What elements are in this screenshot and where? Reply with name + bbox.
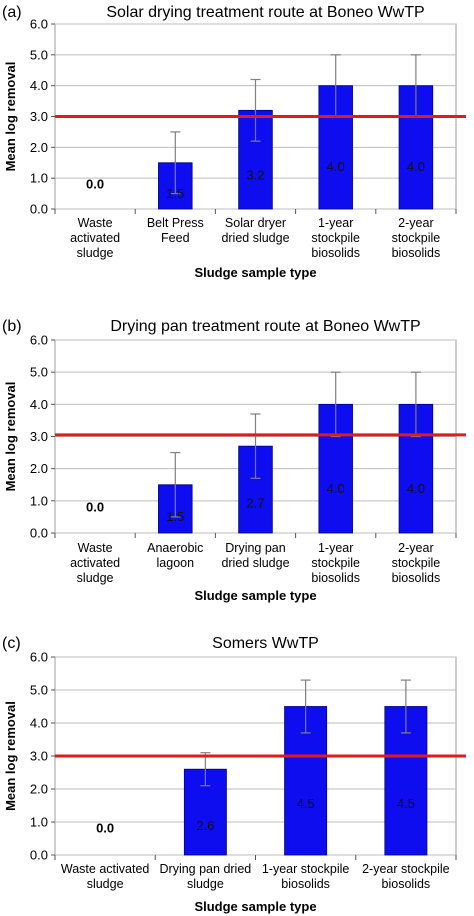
x-category-label-3: Drying pan dried sludge [221, 541, 289, 570]
x-category-label-1: Waste activated sludge [70, 216, 120, 260]
x-category-line: biosolids [311, 571, 360, 585]
chart-panel-1: (a) Solar drying treatment route at Boneo… [2, 4, 466, 280]
x-category-line: dried sludge [221, 231, 289, 245]
x-category-label-4: 2-year stockpile biosolids [362, 862, 450, 891]
y-tick-label: 4.0 [30, 397, 48, 412]
data-label-1: 0.0 [96, 821, 114, 836]
y-tick-label: 2.0 [30, 140, 48, 155]
x-category-line: Waste [78, 216, 113, 230]
data-label-4: 4.0 [327, 159, 345, 174]
chart-panel-2: (b) Drying pan treatment route at Boneo W… [2, 318, 466, 603]
panel-label: (b) [2, 318, 22, 335]
x-category-line: biosolids [392, 246, 441, 260]
chart-panel-3: (c) Somers WwTP 0.0 1.0 2.0 3.0 4.0 5.0 6.0 0.0 2.… [2, 635, 466, 914]
x-category-line: biosolids [281, 877, 330, 891]
x-category-line: Belt Press [147, 216, 204, 230]
x-category-line: stockpile [392, 556, 441, 570]
y-tick-label: 1.0 [30, 493, 48, 508]
data-label-5: 4.0 [407, 159, 425, 174]
y-tick-label: 3.0 [30, 109, 48, 124]
x-category-label-4: 1-year stockpile biosolids [311, 216, 360, 260]
x-category-label-5: 2-year stockpile biosolids [392, 216, 441, 260]
x-category-label-2: Drying pan dried sludge [160, 862, 252, 891]
data-label-1: 0.0 [86, 176, 104, 191]
x-category-line: 1-year [318, 541, 353, 555]
x-category-line: stockpile [392, 231, 441, 245]
chart-title: Drying pan treatment route at Boneo WwTP [110, 318, 420, 335]
x-category-line: 1-year stockpile [262, 862, 350, 876]
panel-label: (a) [2, 4, 22, 21]
x-axis-label: Sludge sample type [194, 265, 316, 280]
x-category-line: Waste [78, 541, 113, 555]
x-category-line: lagoon [157, 556, 195, 570]
y-tick-label: 2.0 [30, 782, 48, 797]
x-category-line: biosolids [311, 246, 360, 260]
data-label-2: 1.5 [166, 186, 184, 201]
x-category-label-1: Waste activated sludge [70, 541, 120, 585]
x-axis-label: Sludge sample type [194, 899, 316, 914]
x-category-line: Drying pan [225, 541, 285, 555]
y-tick-label: 6.0 [30, 17, 48, 32]
chart-title: Somers WwTP [212, 635, 319, 652]
y-tick-label: 6.0 [30, 333, 48, 348]
y-tick-label: 5.0 [30, 683, 48, 698]
x-category-line: dried sludge [221, 556, 289, 570]
y-axis-label: Mean log removal [3, 62, 18, 172]
y-tick-label: 0.0 [30, 848, 48, 863]
x-category-line: sludge [187, 877, 224, 891]
x-category-line: 2-year [398, 216, 433, 230]
x-category-line: sludge [77, 246, 114, 260]
x-category-line: stockpile [311, 231, 360, 245]
data-label-3: 2.7 [246, 496, 264, 511]
x-category-line: biosolids [392, 571, 441, 585]
y-tick-label: 2.0 [30, 461, 48, 476]
x-category-line: Drying pan dried [160, 862, 252, 876]
y-axis-label: Mean log removal [3, 382, 18, 492]
y-tick-label: 5.0 [30, 47, 48, 62]
x-category-line: sludge [77, 571, 114, 585]
data-label-1: 0.0 [86, 499, 104, 514]
data-label-3: 4.5 [297, 796, 315, 811]
x-category-line: activated [70, 556, 120, 570]
y-axis-label: Mean log removal [3, 701, 18, 811]
x-category-line: sludge [87, 877, 124, 891]
x-category-line: Solar dryer [225, 216, 286, 230]
x-category-label-3: Solar dryer dried sludge [221, 216, 289, 245]
y-tick-label: 5.0 [30, 365, 48, 380]
panel-label: (c) [2, 635, 21, 652]
y-tick-label: 1.0 [30, 171, 48, 186]
chart-title: Solar drying treatment route at Boneo Ww… [106, 4, 424, 21]
x-category-label-4: 1-year stockpile biosolids [311, 541, 360, 585]
x-category-label-2: Anaerobic lagoon [147, 541, 203, 570]
y-tick-label: 0.0 [30, 526, 48, 541]
y-tick-label: 4.0 [30, 716, 48, 731]
data-label-2: 2.6 [196, 818, 214, 833]
x-category-label-1: Waste activated sludge [61, 862, 150, 891]
data-label-5: 4.0 [407, 481, 425, 496]
x-axis-label: Sludge sample type [194, 588, 316, 603]
data-label-4: 4.0 [327, 481, 345, 496]
x-category-line: activated [70, 231, 120, 245]
x-category-label-5: 2-year stockpile biosolids [392, 541, 441, 585]
x-category-label-2: Belt Press Feed [147, 216, 204, 245]
y-tick-label: 1.0 [30, 815, 48, 830]
y-tick-label: 0.0 [30, 202, 48, 217]
data-label-2: 1.5 [166, 509, 184, 524]
x-category-line: 2-year stockpile [362, 862, 450, 876]
x-category-line: 2-year [398, 541, 433, 555]
data-label-4: 4.5 [397, 796, 415, 811]
y-tick-label: 6.0 [30, 650, 48, 665]
data-label-3: 3.2 [246, 167, 264, 182]
x-category-line: biosolids [382, 877, 431, 891]
x-category-line: Feed [161, 231, 190, 245]
y-tick-label: 3.0 [30, 429, 48, 444]
x-category-label-3: 1-year stockpile biosolids [262, 862, 350, 891]
x-category-line: Waste activated [61, 862, 150, 876]
x-category-line: stockpile [311, 556, 360, 570]
x-category-line: 1-year [318, 216, 353, 230]
x-category-line: Anaerobic [147, 541, 203, 555]
y-tick-label: 4.0 [30, 78, 48, 93]
y-tick-label: 3.0 [30, 749, 48, 764]
